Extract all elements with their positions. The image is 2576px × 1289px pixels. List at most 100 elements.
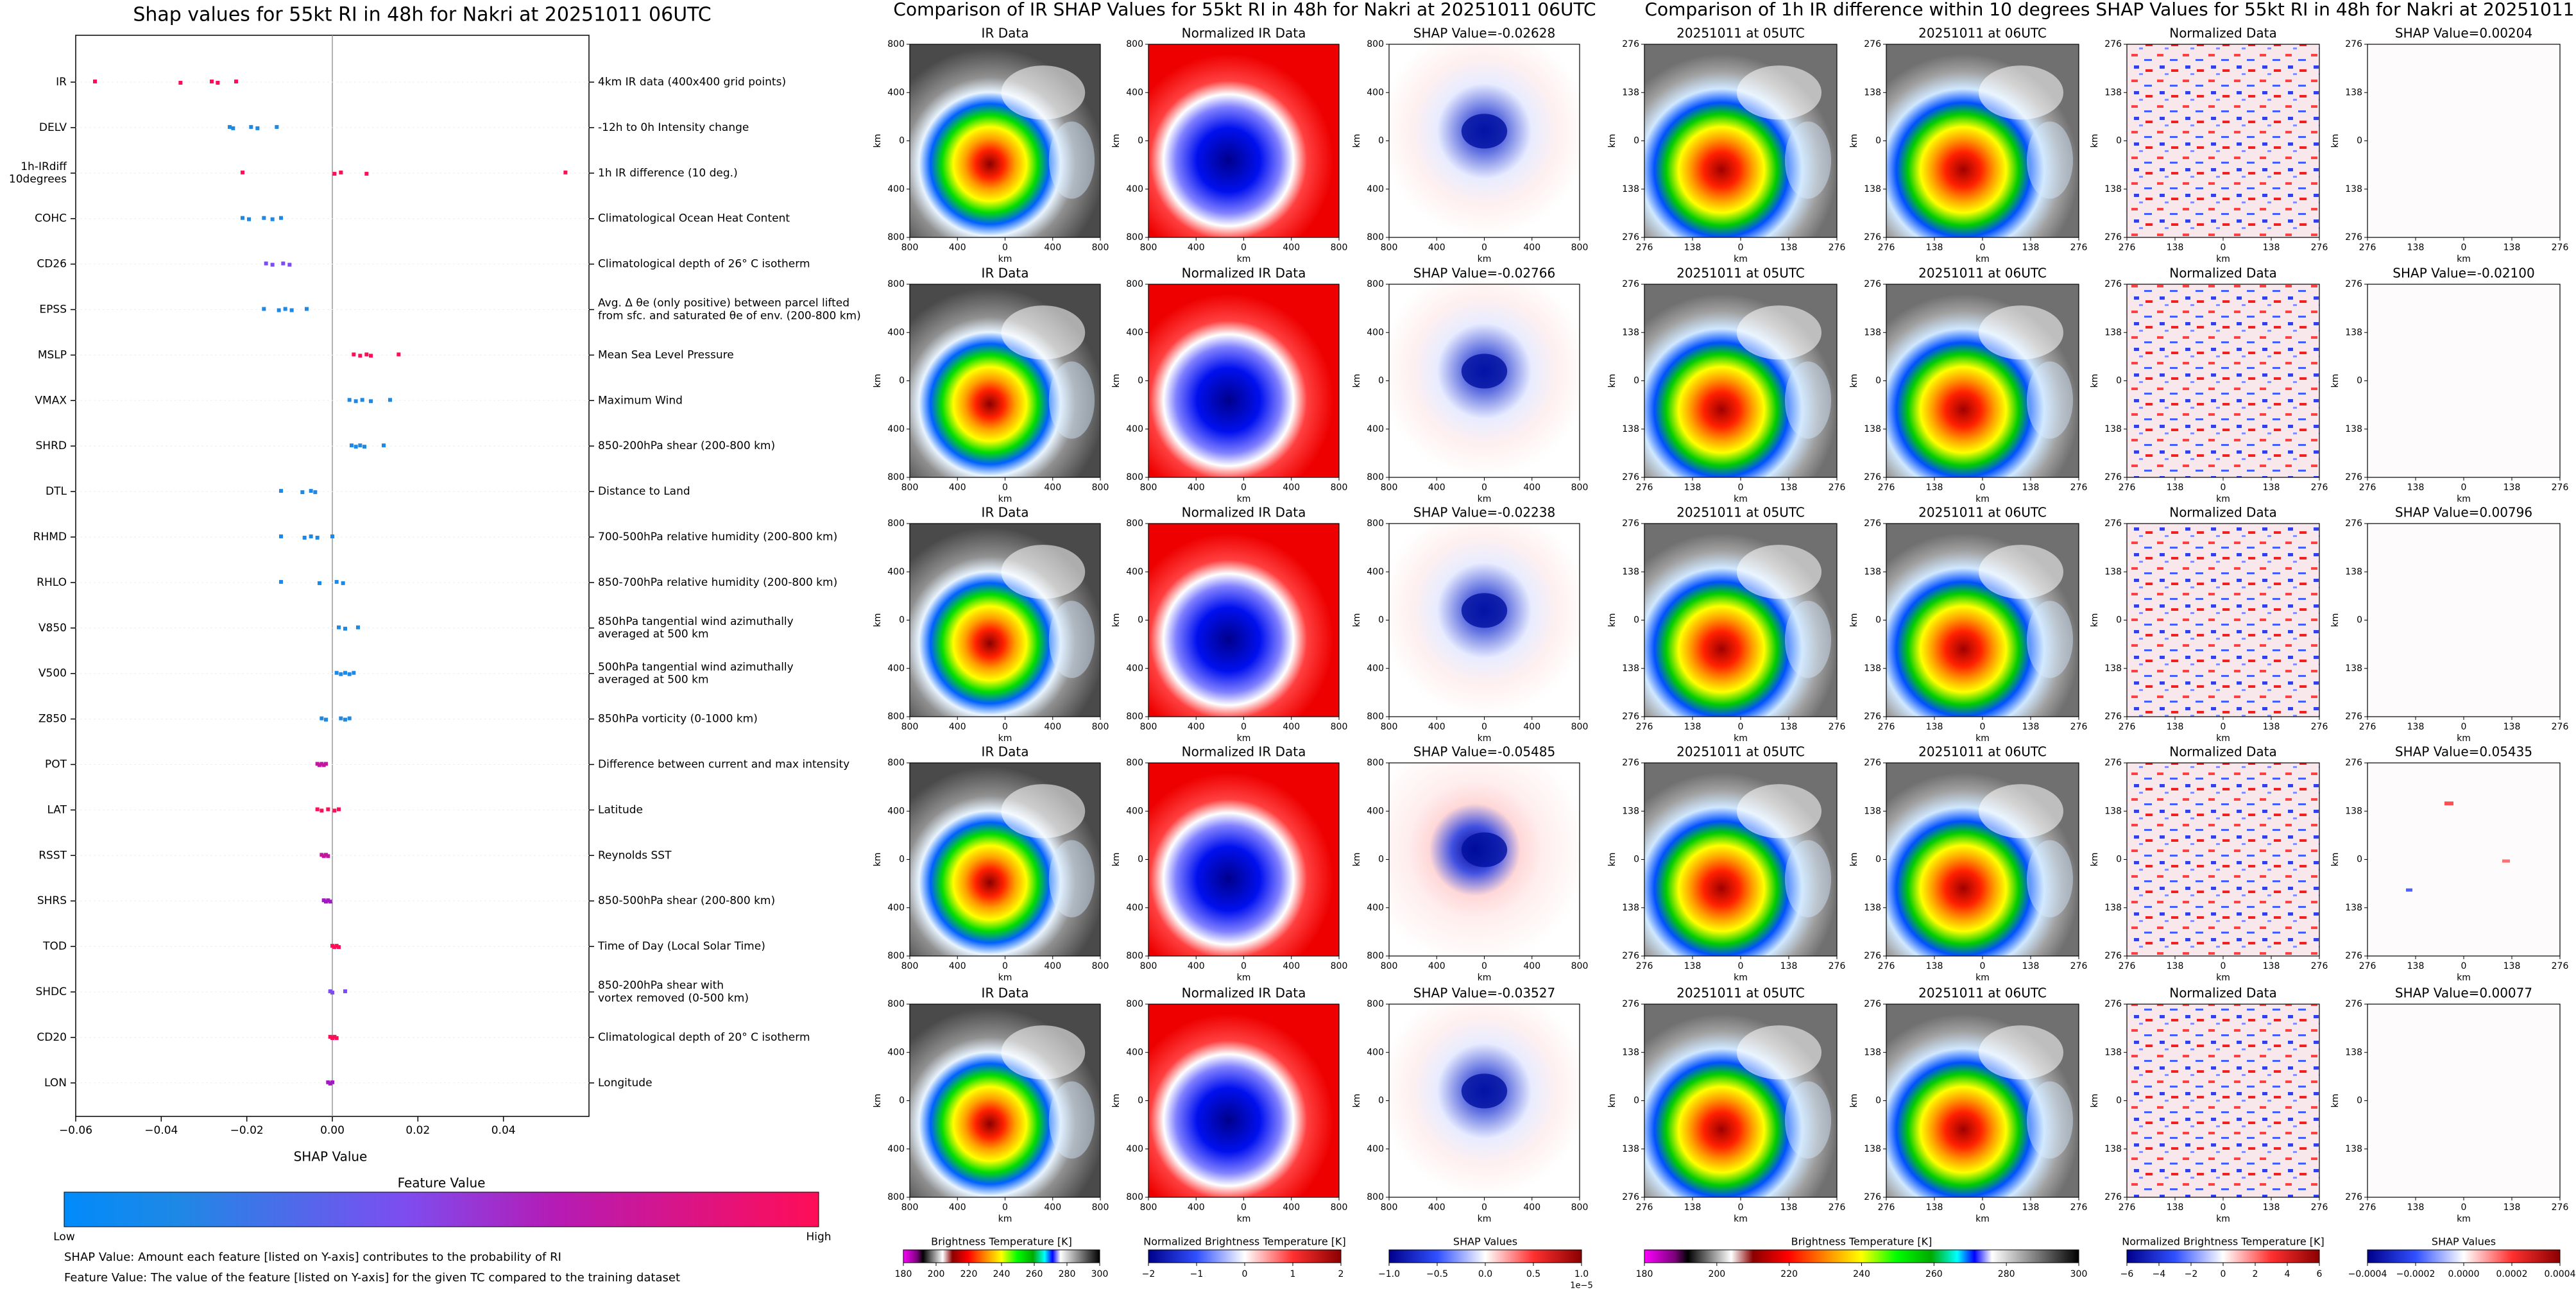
ytick-label: 0 [899,615,905,626]
xtick-label: 276 [1636,482,1653,493]
feature-description: Reynolds SST [598,849,672,862]
cloud-band [1001,545,1086,599]
x-axis-label: km [998,1214,1012,1224]
feature-label: SHRS [37,894,67,907]
xtick-label: 138 [2263,722,2280,732]
xtick-label: 276 [2070,482,2088,493]
cloud-band [2027,601,2073,678]
diff-group-title: Comparison of 1h IR difference within 10… [1644,0,2576,20]
shap-point [320,762,324,766]
colorbar-tick-label: −4 [2153,1269,2166,1279]
shap-point [347,398,352,402]
xtick-label: 0 [1481,1202,1487,1213]
xtick-label: 276 [2359,961,2376,971]
ytick-label: 400 [1367,327,1384,337]
x-axis-label: km [1975,1214,1990,1224]
xtick-label: 276 [2359,482,2376,493]
panel-title: 20251011 at 05UTC [1676,744,1805,760]
shap-point [281,261,286,266]
ytick-label: 400 [1126,424,1143,434]
image-panel: Normalized Data2762761381380013813827627… [2090,266,2328,505]
shap-point [332,1034,337,1039]
cloud-band [1979,65,2063,120]
ytick-label: 276 [2345,951,2362,961]
panel-image [2367,1004,2560,1197]
xtick-label: 276 [2552,482,2569,493]
diff-shap-colorbar: SHAP Values −0.0004 −0.0002 0.0000 0.0002 0.0… [2348,1236,2576,1280]
shap-point [352,352,356,357]
feature-description: Mean Sea Level Pressure [598,348,734,361]
xtick-label: 0 [1002,961,1008,971]
xtick-label: 138 [2263,482,2280,493]
xtick-label: 138 [2263,243,2280,253]
xtick-label: 800 [1571,961,1589,971]
feature-label: SHRD [36,440,67,452]
xtick-label: 138 [2167,482,2184,493]
xtick-label: 276 [1878,482,1895,493]
ytick-label: 276 [1864,472,1881,482]
ytick-label: 276 [1622,712,1639,722]
xtick-label: 400 [949,243,966,253]
xtick-label: 0 [1738,482,1744,493]
feature-description: Climatological depth of 26° C isotherm [598,258,810,271]
feature-description: 850hPa vorticity (0-1000 km) [598,713,758,726]
panel-title: 20251011 at 06UTC [1918,986,2047,1001]
feature-label: CD26 [37,258,67,271]
cloud-band [1785,121,1831,199]
xtick-label: 800 [1331,961,1348,971]
feature-description: Difference between current and max inten… [598,758,849,771]
colorbar-exponent: 1e−5 [1570,1281,1592,1289]
ytick-label: 276 [1864,758,1881,768]
shap-core [1461,354,1508,389]
ytick-label: 800 [1126,712,1143,722]
xtick-label: 276 [1829,722,1846,732]
xtick-label: 400 [1283,961,1300,971]
cloud-band [1979,1025,2063,1080]
xtick-label: 800 [1092,961,1109,971]
xtick-label: 800 [1092,1202,1109,1213]
ytick-label: 276 [2345,999,2362,1009]
feature-label: 1h-IRdiff 10degrees [9,160,67,186]
diff-bt-colorbar: Brightness Temperature [K] 180 200 220 240 26… [1636,1236,2088,1280]
xtick-label: 138 [2503,722,2521,732]
ytick-label: 400 [1126,806,1143,816]
xtick-label: 400 [949,961,966,971]
xtick-label: 0 [2461,482,2467,493]
colorbar-tick-label: −1 [1190,1269,1204,1279]
image-panel: 20251011 at 06UTC27627613813800138138276… [1849,986,2087,1225]
feature-label: EPSS [39,303,67,316]
xtick-label: 138 [1684,1202,1702,1213]
colorbar-tick-label: 300 [2070,1269,2088,1279]
xtick-label: 0 [1738,1202,1744,1213]
xtick-label: 800 [1381,243,1398,253]
shap-point [262,216,266,220]
x-axis-label: km [1734,494,1748,504]
xtick-label: 138 [1780,243,1798,253]
colorbar-tick-label: 280 [1059,1269,1076,1279]
xtick-label: 276 [1878,1202,1895,1213]
x-axis-label: km [1237,1214,1251,1224]
xtick-label: 400 [1283,722,1300,732]
xtick-label: 0 [2221,482,2226,493]
shap-point [326,807,330,812]
cloud-band [2027,361,2073,439]
xtick-label: 0 [2221,961,2226,971]
shap-point [305,307,309,311]
y-axis-label: km [1352,374,1362,388]
xtick-label: 0.00 [320,1124,345,1137]
panel-image [2127,1004,2319,1197]
xtick-label: 0 [2221,722,2226,732]
xtick-label: 400 [1523,1202,1540,1213]
ytick-label: 138 [1622,87,1639,98]
feature-label: LON [44,1077,67,1089]
colorbar-tick-label: 2 [1338,1269,1344,1279]
colorbar-tick-label: 0.0000 [2448,1269,2480,1279]
cloud-band [1048,1081,1095,1159]
xtick-label: 276 [1829,243,1846,253]
image-panel: SHAP Value=-0.02238800800400400004004008… [1352,505,1588,744]
ytick-label: 276 [1622,999,1639,1009]
ytick-label: 276 [1864,39,1881,49]
feature-label: DTL [46,485,67,498]
cloud-band [1001,65,1086,120]
xtick-label: 400 [1523,482,1540,493]
